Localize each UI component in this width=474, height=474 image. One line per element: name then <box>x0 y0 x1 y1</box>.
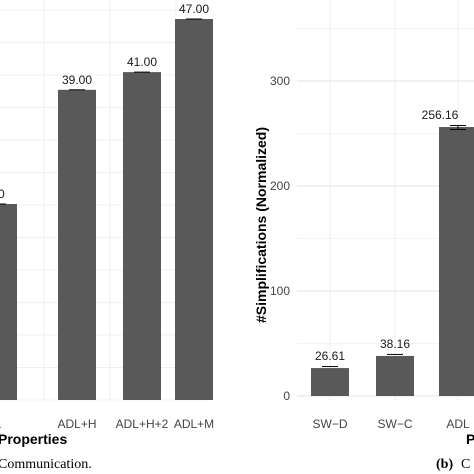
left-x-tick-label: ADL+H <box>57 417 96 431</box>
left-data-label: 39.00 <box>62 73 92 87</box>
left-bar <box>58 89 96 401</box>
right-y-tick-label: 300 <box>270 74 290 88</box>
left-x-tick-label: ADL+M <box>174 417 214 431</box>
right-y-ticks: 0 100 200 300 <box>270 74 290 403</box>
right-bar <box>439 127 474 397</box>
right-y-tick-label: 0 <box>283 389 290 403</box>
left-bar <box>175 19 213 400</box>
right-y-tick-label: 100 <box>270 284 290 298</box>
right-bars: 26.61 38.16 256.16 <box>311 108 474 397</box>
left-data-label: 41.00 <box>127 55 157 69</box>
left-x-tick-label: L <box>0 417 2 431</box>
left-bar <box>123 72 161 400</box>
right-y-axis-title: #Simplifications (Normalized) <box>253 127 269 323</box>
right-data-label: 26.61 <box>315 349 345 363</box>
right-bar <box>311 368 349 396</box>
left-bar <box>0 204 17 400</box>
left-x-axis-title: Properties <box>0 431 67 447</box>
right-bar <box>376 355 414 396</box>
right-caption-label: (b) <box>436 457 453 472</box>
left-data-label: 47.00 <box>179 2 209 16</box>
right-x-axis-title: P <box>466 431 474 447</box>
right-caption-text: C <box>461 457 470 472</box>
right-y-tick-label: 200 <box>270 179 290 193</box>
right-data-label: 256.16 <box>422 108 459 122</box>
left-x-tick-label: ADL+H+2 <box>116 417 169 431</box>
right-x-tick-label: SW−C <box>377 417 412 431</box>
left-bars: 00 39.00 41.00 47.00 <box>0 2 213 401</box>
left-data-label: 00 <box>0 187 5 201</box>
right-x-tick-label: SW−D <box>312 417 347 431</box>
left-chart-panel: 00 39.00 41.00 47.00 L ADL+H ADL+H+2 ADL+M Pro… <box>0 0 214 447</box>
left-caption: Communication. <box>0 457 92 472</box>
right-x-ticks: SW−D SW−C ADL <box>312 417 470 431</box>
right-x-tick-label: ADL <box>446 417 470 431</box>
right-data-label: 38.16 <box>380 337 410 351</box>
left-x-ticks: L ADL+H ADL+H+2 ADL+M <box>0 417 214 431</box>
